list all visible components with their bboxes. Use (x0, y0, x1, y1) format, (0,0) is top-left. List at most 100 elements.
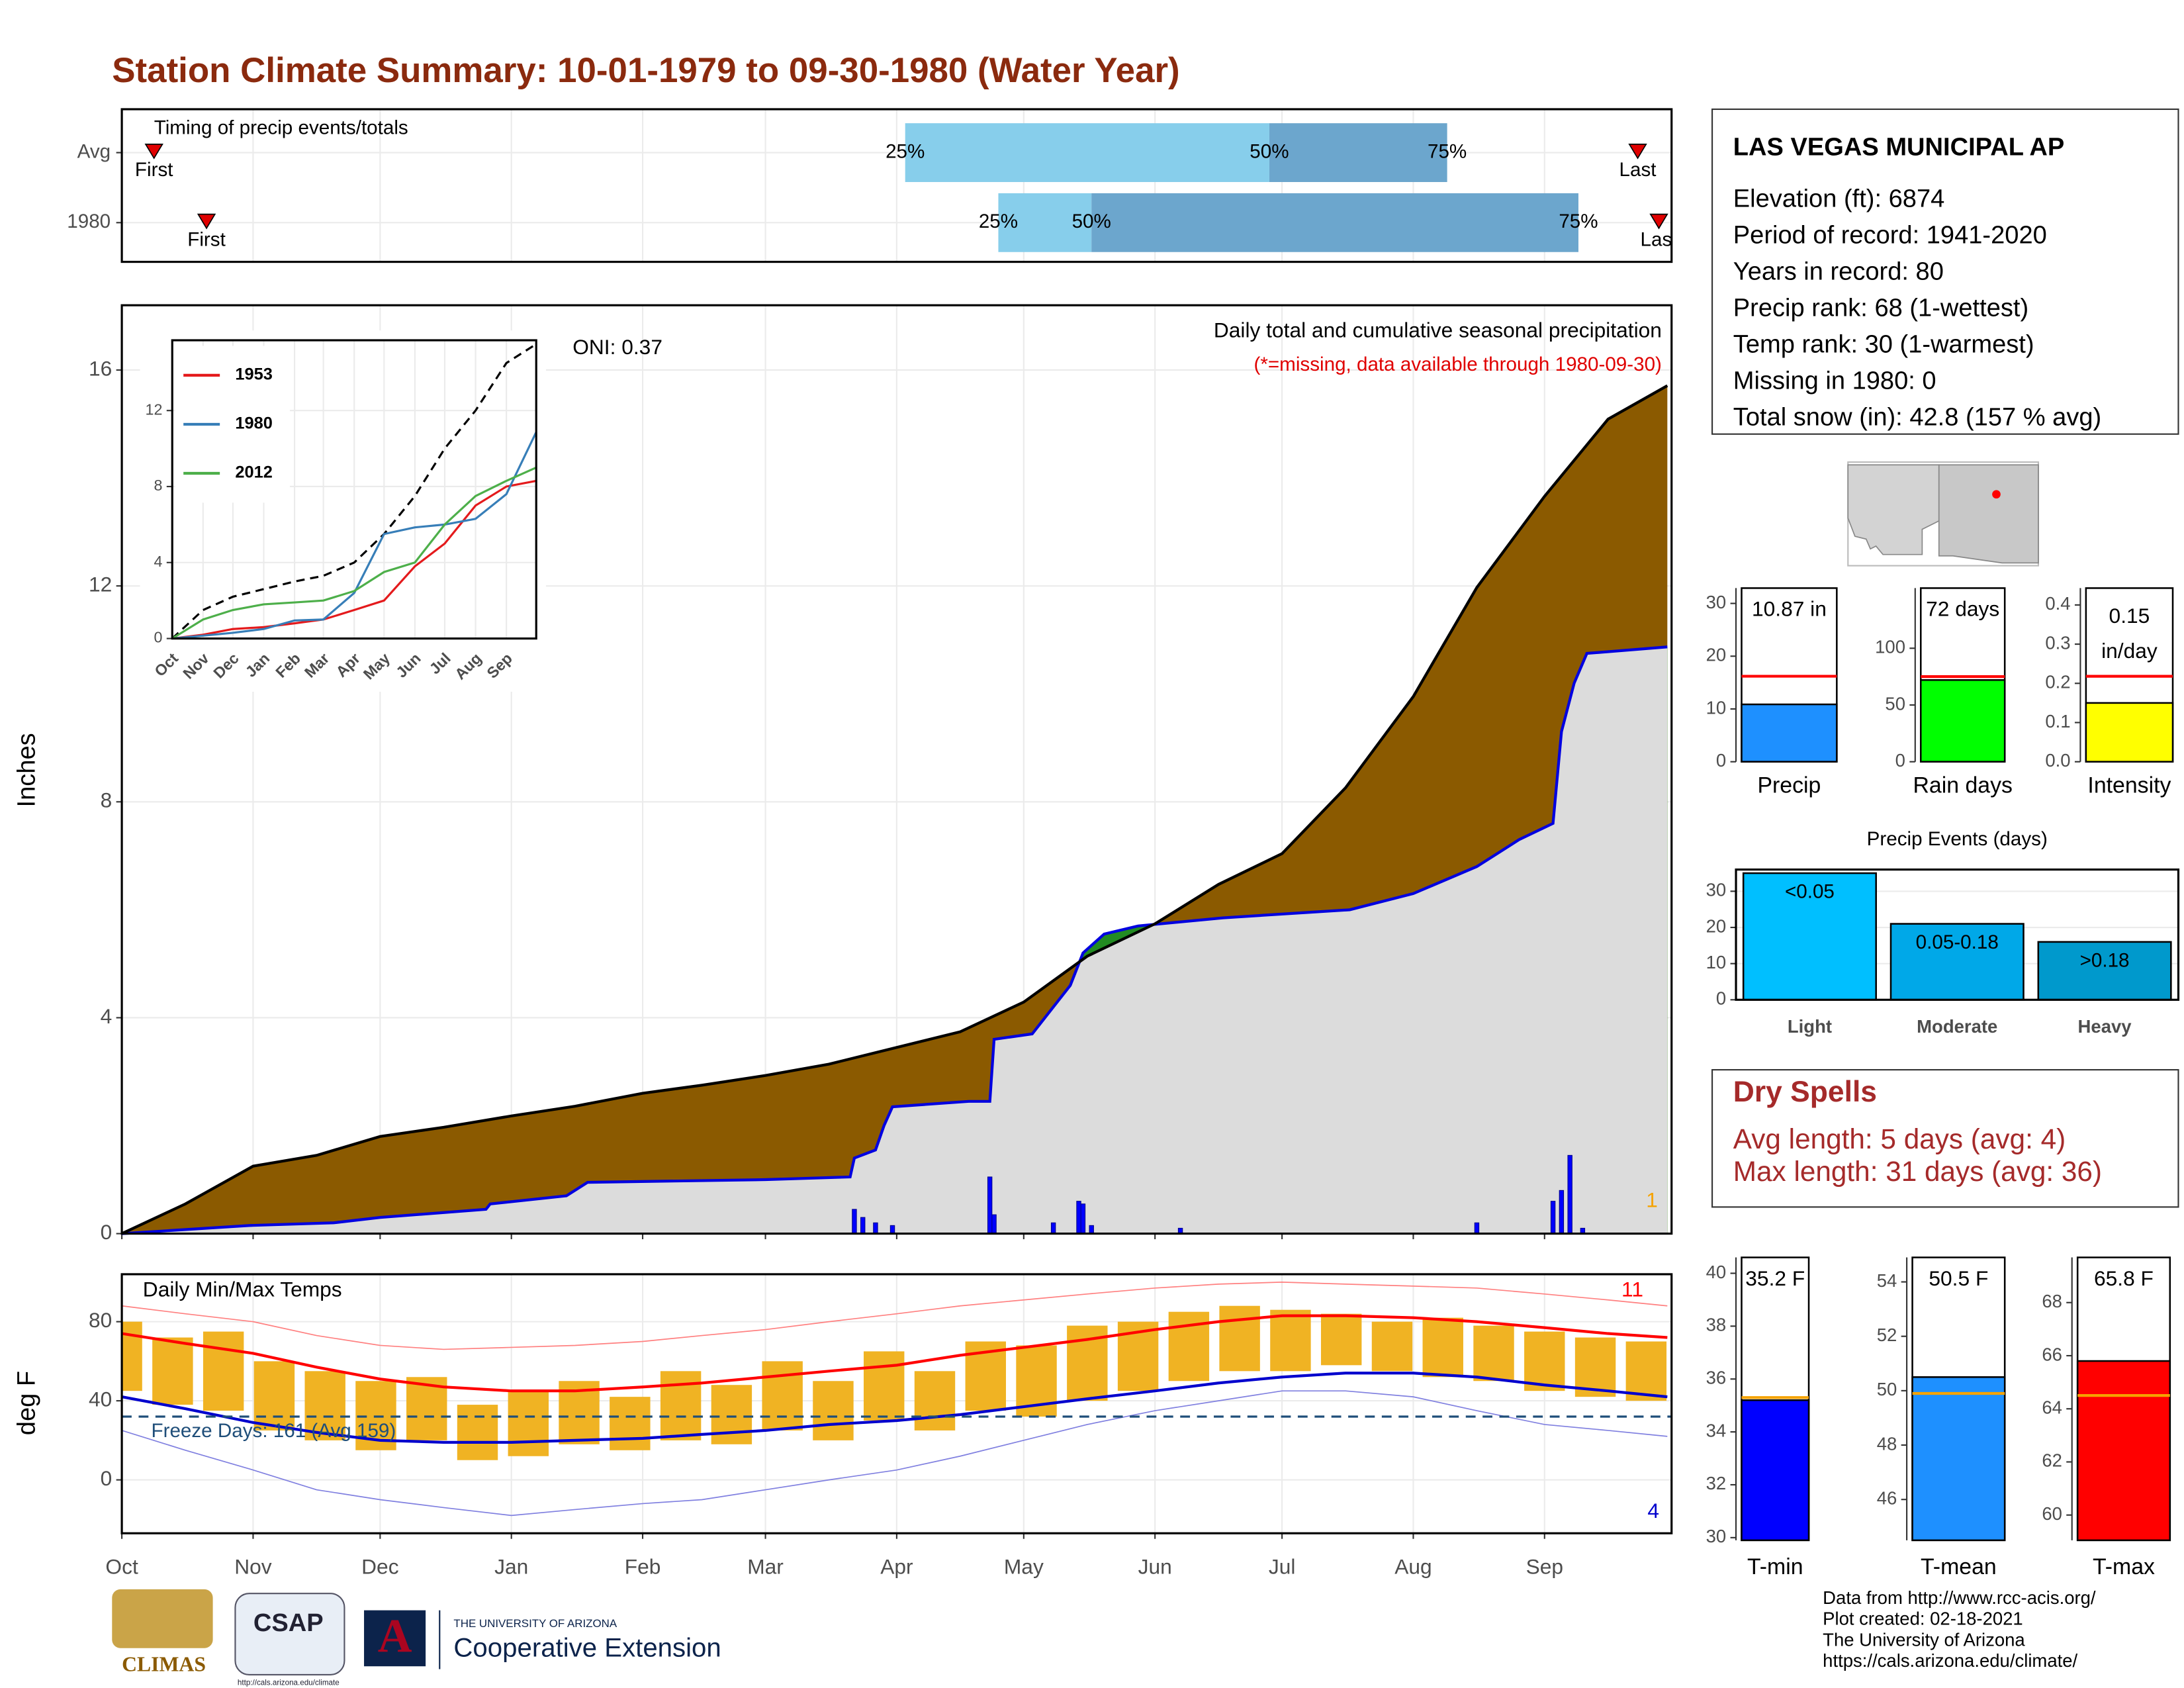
bar-upper (1269, 123, 1447, 182)
x-tick-label: Nov (234, 1555, 272, 1579)
footer-line: The University of Arizona (1823, 1629, 2025, 1650)
y-tick-label: 0.3 (2045, 632, 2070, 653)
y-tick-label: 16 (89, 356, 112, 380)
avg-max-line (122, 1314, 1668, 1393)
quantile-label: 75% (1559, 211, 1598, 232)
event-marker (1649, 213, 1668, 230)
daily-range (1524, 1331, 1565, 1391)
y-tick-label: 0.4 (2045, 593, 2070, 614)
y-tick-label: 4 (101, 1004, 113, 1028)
daily-range (1270, 1309, 1311, 1372)
daily-range (253, 1361, 295, 1430)
daily-bar (1080, 1203, 1086, 1235)
daily-bar (1550, 1201, 1556, 1235)
y-tick-label: 0 (101, 1220, 113, 1244)
chart-title: Daily Min/Max Temps (143, 1278, 342, 1301)
climas-logo (112, 1589, 213, 1648)
quantile-label: 50% (1072, 211, 1111, 232)
event-label: First (135, 159, 173, 181)
bin-label: <0.05 (1785, 881, 1835, 903)
value-label: 10.87 in (1752, 597, 1827, 621)
station-line: Period of record: 1941-2020 (1733, 222, 2047, 250)
y-tick-label: 0.1 (2045, 711, 2070, 731)
chart-title: Precip Events (days) (1867, 828, 2048, 850)
daily-bar (1567, 1154, 1572, 1235)
dry-spells-line: Max length: 31 days (avg: 36) (1733, 1156, 2102, 1187)
y-tick-label: 20 (1706, 915, 1727, 936)
climas-text: CLIMAS (122, 1652, 206, 1675)
station-line: Precip rank: 68 (1-wettest) (1733, 295, 2028, 322)
quantile-label: 25% (979, 211, 1018, 232)
summary-title: Intensity (2087, 773, 2171, 798)
daily-range (762, 1361, 803, 1430)
y-tick-label: 12 (146, 400, 163, 418)
y-tick-label: 0 (1895, 750, 1905, 771)
y-tick-label: 0 (1716, 750, 1726, 771)
legend-label: 1953 (235, 365, 272, 384)
record-max-line (122, 1282, 1668, 1350)
daily-range (660, 1371, 702, 1440)
csap-url: http://cals.arizona.edu/climate (238, 1679, 340, 1687)
daily-bar (1474, 1222, 1480, 1235)
x-tick-label: Dec (361, 1555, 399, 1579)
map-state (1938, 464, 2039, 564)
event-label: First (187, 229, 226, 251)
y-tick-label: 0.0 (2045, 750, 2070, 771)
station-dot (1992, 490, 2001, 499)
station-line: Elevation (ft): 6874 (1733, 185, 1944, 213)
y-tick-label: 68 (2042, 1291, 2062, 1311)
summary-bar (2085, 702, 2174, 763)
legend-label: 1980 (235, 414, 272, 433)
event-label: Last (1641, 229, 1678, 251)
y-axis-title: deg F (13, 1371, 40, 1435)
summary-title: Precip (1757, 773, 1821, 798)
daily-bar (991, 1214, 997, 1235)
bar (2037, 941, 2172, 1001)
daily-range (610, 1397, 651, 1450)
y-tick-label: 36 (1706, 1368, 1727, 1388)
coop-ext: Cooperative Extension (453, 1632, 721, 1662)
y-tick-label: 8 (101, 788, 113, 812)
y-tick-label: 40 (1706, 1262, 1727, 1282)
plot-frame (120, 108, 1673, 263)
current-line (121, 645, 1668, 1235)
value-label: 72 days (1926, 597, 1999, 621)
dry-spells-box (1711, 1069, 2179, 1208)
csap-logo (234, 1593, 345, 1675)
ua-name: THE UNIVERSITY OF ARIZONA (453, 1617, 617, 1630)
daily-range (1473, 1325, 1514, 1382)
summary-title: T-max (2093, 1554, 2155, 1579)
x-tick-label: Light (1788, 1016, 1832, 1037)
x-tick-label: Jul (1269, 1555, 1296, 1579)
x-tick-label: Feb (625, 1555, 661, 1579)
summary-bar (1911, 1376, 2006, 1542)
chart-note: (*=missing, data available through 1980-… (1254, 353, 1662, 375)
y-tick-label: 46 (1877, 1487, 1897, 1508)
daily-range (304, 1371, 345, 1440)
x-tick-label: Aug (1394, 1555, 1432, 1579)
y-tick-label: 52 (1877, 1325, 1897, 1345)
daily-range (711, 1385, 752, 1444)
station-line: Missing in 1980: 0 (1733, 367, 1936, 395)
daily-range (1371, 1321, 1413, 1372)
row-label: Avg (77, 140, 111, 162)
bar-lower (998, 193, 1092, 252)
series-line (172, 431, 537, 640)
y-tick-label: 100 (1875, 637, 1905, 657)
y-tick-label: 30 (1706, 880, 1727, 900)
daily-bar (852, 1209, 857, 1235)
x-tick-label: Moderate (1917, 1016, 1997, 1037)
plot-frame (1735, 868, 2180, 1001)
record-high-count: 11 (1621, 1278, 1643, 1301)
daily-range (1168, 1311, 1210, 1382)
event-marker (144, 144, 163, 160)
y-tick-label: 64 (2042, 1397, 2062, 1418)
count-label: 1 (1646, 1188, 1658, 1211)
x-tick-label: Sep (1526, 1555, 1563, 1579)
daily-range (813, 1381, 854, 1440)
event-marker (197, 213, 216, 230)
footer-line: Plot created: 02-18-2021 (1823, 1609, 2023, 1629)
daily-bar (860, 1217, 866, 1235)
bin-label: 0.05-0.18 (1916, 931, 1999, 953)
